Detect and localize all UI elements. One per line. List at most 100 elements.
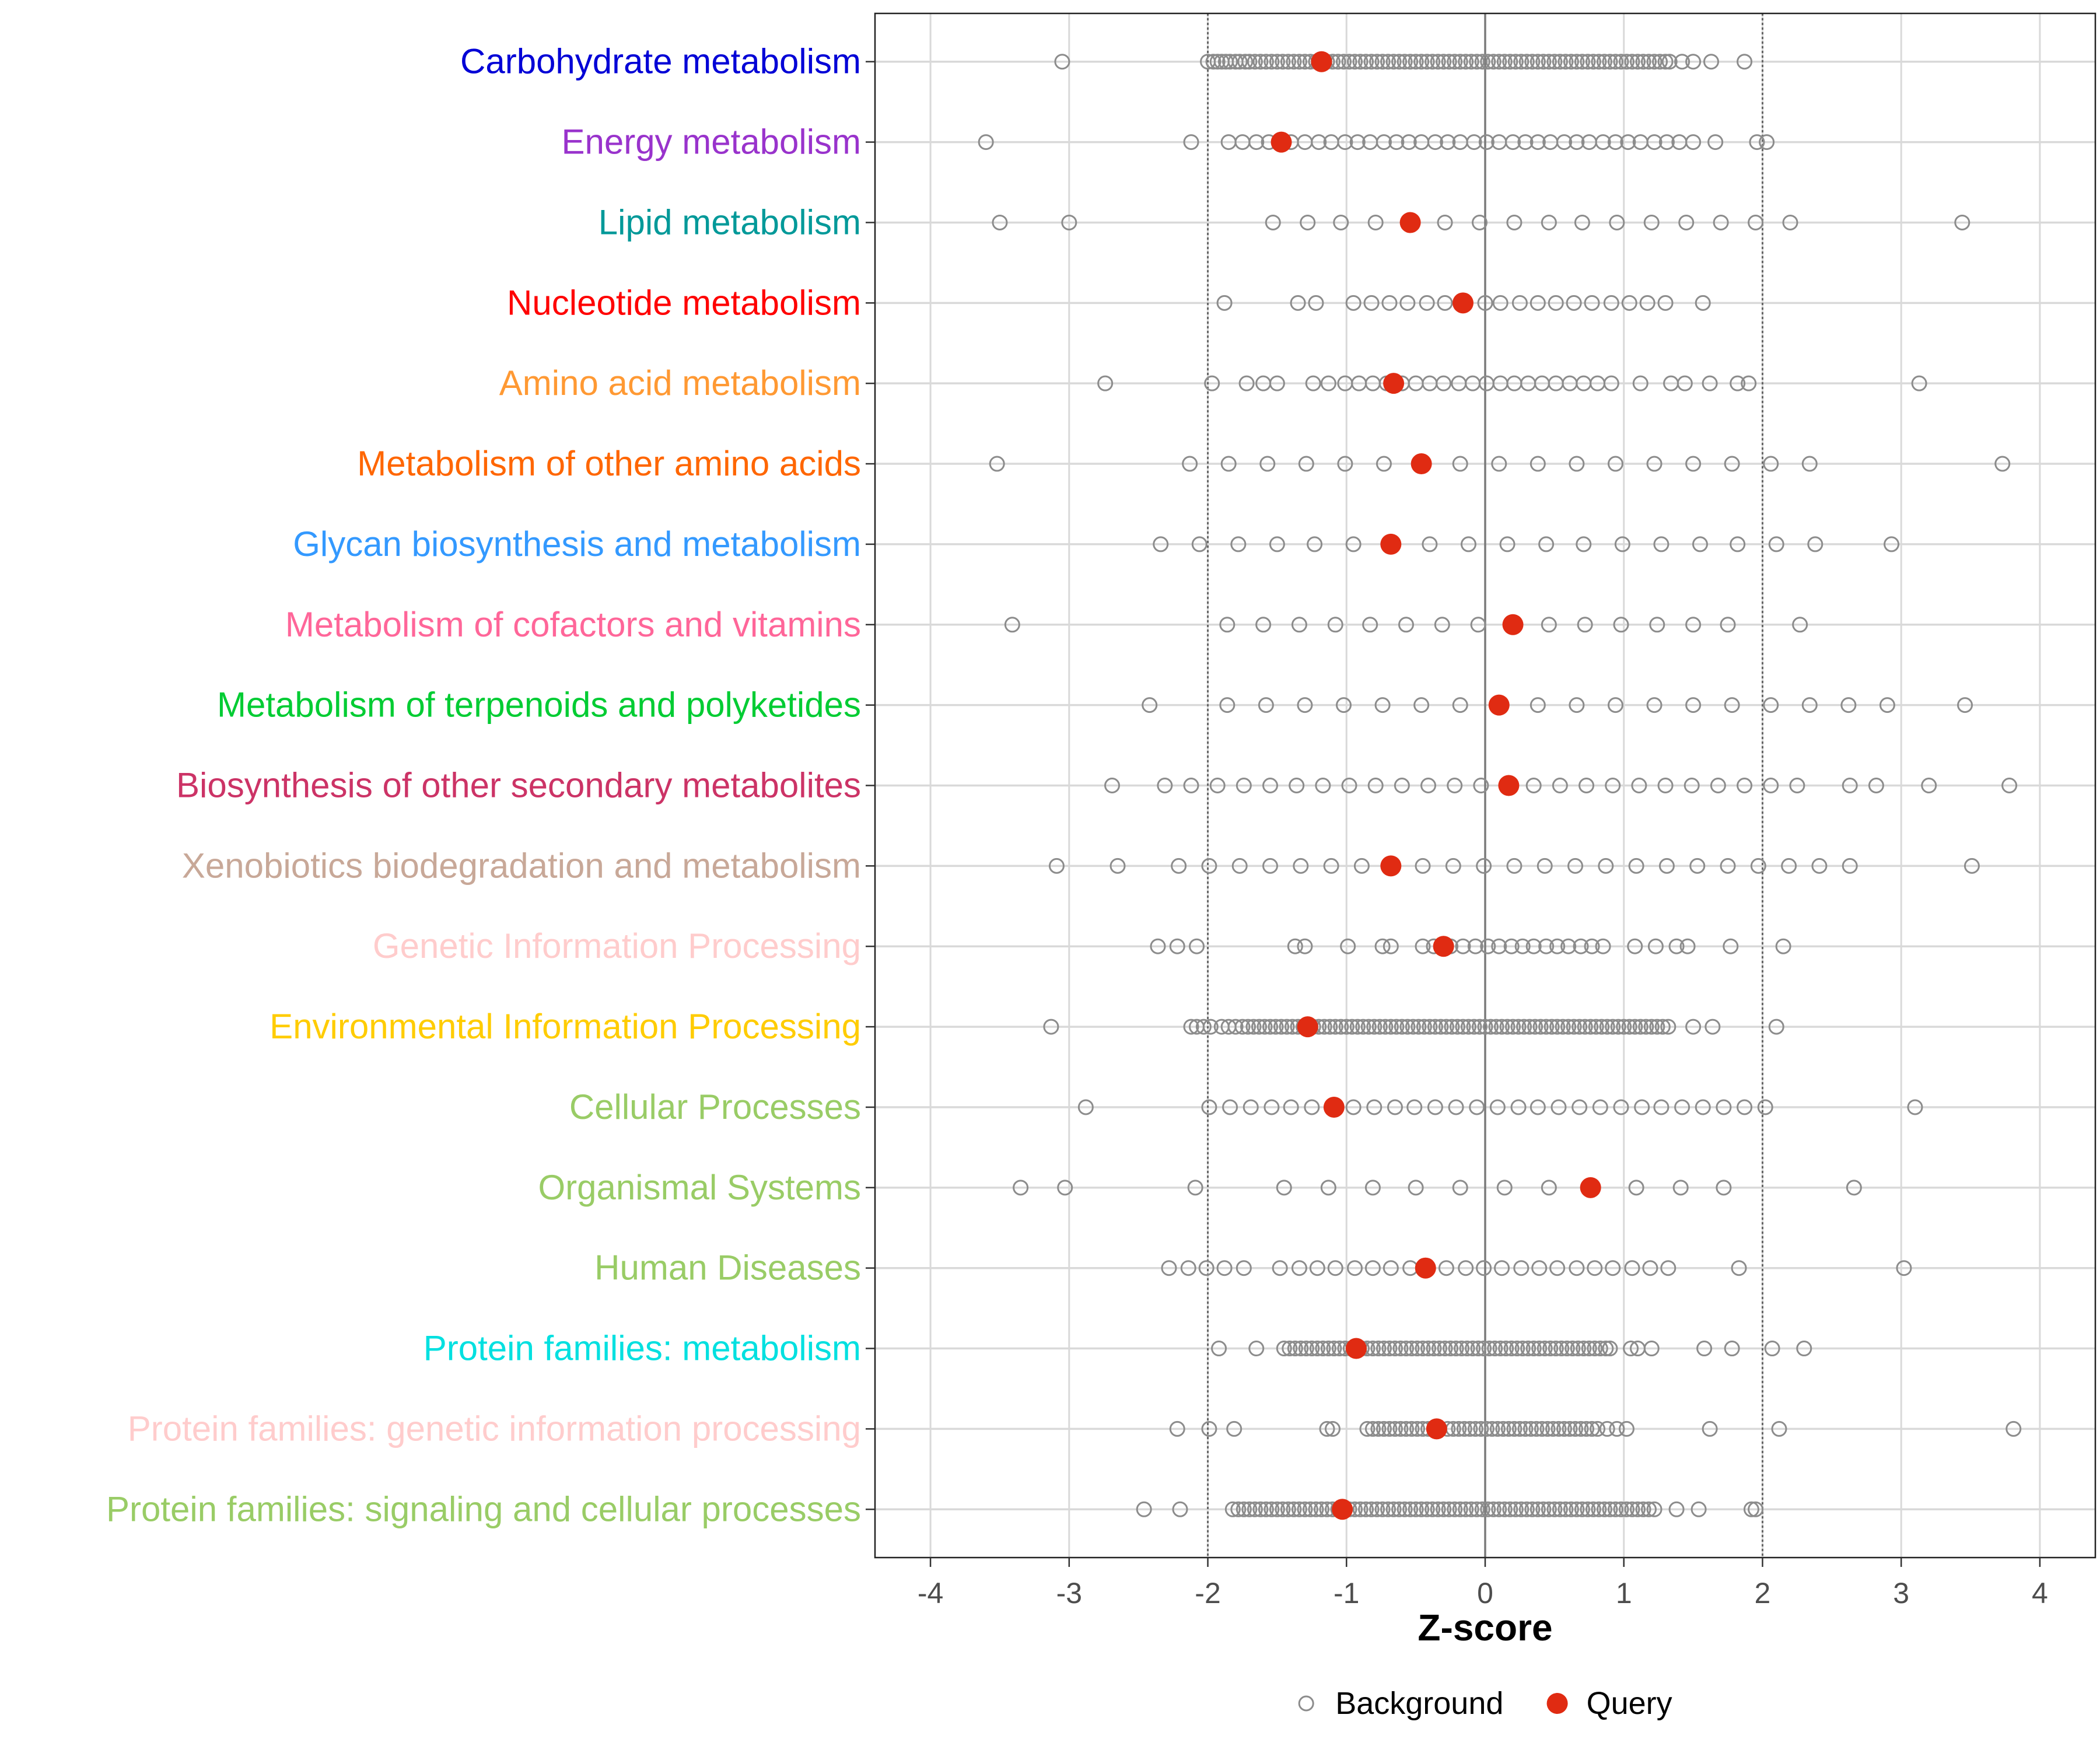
background-point [1653,536,1670,552]
background-point [1381,1341,1398,1357]
background-point [1209,778,1226,793]
background-point [1391,54,1408,70]
background-point [1514,938,1531,954]
background-point [1364,1420,1381,1437]
background-point [1724,697,1740,713]
background-point [1463,1501,1479,1517]
background-point [1685,134,1702,151]
background-point [1462,1420,1478,1437]
background-point [1696,1341,1713,1357]
background-point [1313,1501,1329,1517]
background-point [1345,1099,1362,1115]
background-point [1241,54,1258,70]
background-point [1406,1099,1423,1115]
background-point [1458,1260,1474,1276]
background-point [1964,858,1980,874]
query-point [1380,533,1402,555]
background-point [1530,1099,1546,1115]
background-point [1226,1420,1242,1437]
background-point [1567,1420,1584,1437]
background-point [1763,778,1779,793]
background-point [1684,778,1700,793]
background-point [1801,697,1818,713]
background-point [1507,1501,1524,1517]
background-point [1498,1341,1514,1357]
background-point [978,134,994,151]
background-point [1434,617,1450,633]
background-point [1201,858,1217,874]
background-point [1587,1341,1603,1357]
query-point [1426,1418,1447,1440]
background-point [1548,295,1564,311]
background-point [1676,375,1693,391]
background-point [1396,1501,1413,1517]
background-point [1607,1501,1623,1517]
background-point [1605,1260,1621,1276]
background-point [1618,1420,1634,1437]
background-point [1674,54,1690,70]
background-point [1469,1501,1485,1517]
category-label: Human Diseases [594,1248,861,1287]
background-point [1609,214,1625,230]
background-point [1302,1501,1318,1517]
background-point [1641,1501,1657,1517]
background-point [1552,54,1568,70]
background-point [1921,778,1937,793]
background-point [1048,858,1065,874]
background-point [1576,536,1592,552]
background-point [1338,1019,1354,1035]
background-point [1242,1099,1259,1115]
background-point [1427,1099,1443,1115]
background-point [1157,778,1173,793]
background-point [1436,54,1452,70]
background-point [1441,54,1457,70]
background-point [1458,54,1474,70]
background-point [1447,54,1463,70]
query-point [1452,292,1474,314]
background-point [1560,1019,1577,1035]
background-point [1456,1420,1472,1437]
background-point [1587,1260,1603,1276]
background-point [1621,295,1637,311]
background-point [1954,214,1971,230]
background-point [1605,1019,1621,1035]
background-point [1376,134,1392,151]
background-point [1531,1341,1548,1357]
background-point [1532,1019,1549,1035]
background-point [1433,1019,1449,1035]
background-point [1219,617,1236,633]
background-point [1248,1341,1265,1357]
background-point [1627,1019,1643,1035]
background-point [1341,778,1357,793]
background-point [1476,858,1492,874]
background-point [1252,54,1269,70]
background-point [1583,1019,1599,1035]
background-point [1289,778,1305,793]
background-point [1748,214,1764,230]
background-point [1574,54,1590,70]
background-point [1613,1099,1629,1115]
background-point [1581,1341,1597,1357]
background-point [1452,1180,1468,1196]
background-point [1171,858,1187,874]
background-point [1391,1501,1408,1517]
background-point [1298,456,1314,472]
background-point [1172,1501,1188,1517]
background-point [1609,1420,1625,1437]
background-point [1657,54,1674,70]
background-point [1578,778,1595,793]
background-point [1539,1420,1556,1437]
background-point [1477,1019,1493,1035]
background-point [1374,697,1391,713]
background-point [1509,1341,1525,1357]
category-label: Xenobiotics biodegradation and metabolis… [182,846,861,885]
background-point [1741,375,1757,391]
background-point [1491,456,1507,472]
background-point [1771,1420,1787,1437]
background-point [1336,54,1352,70]
query-point [1502,614,1524,635]
background-point [1573,938,1589,954]
category-label: Biosynthesis of other secondary metaboli… [176,766,861,805]
query-point [1345,1338,1367,1359]
